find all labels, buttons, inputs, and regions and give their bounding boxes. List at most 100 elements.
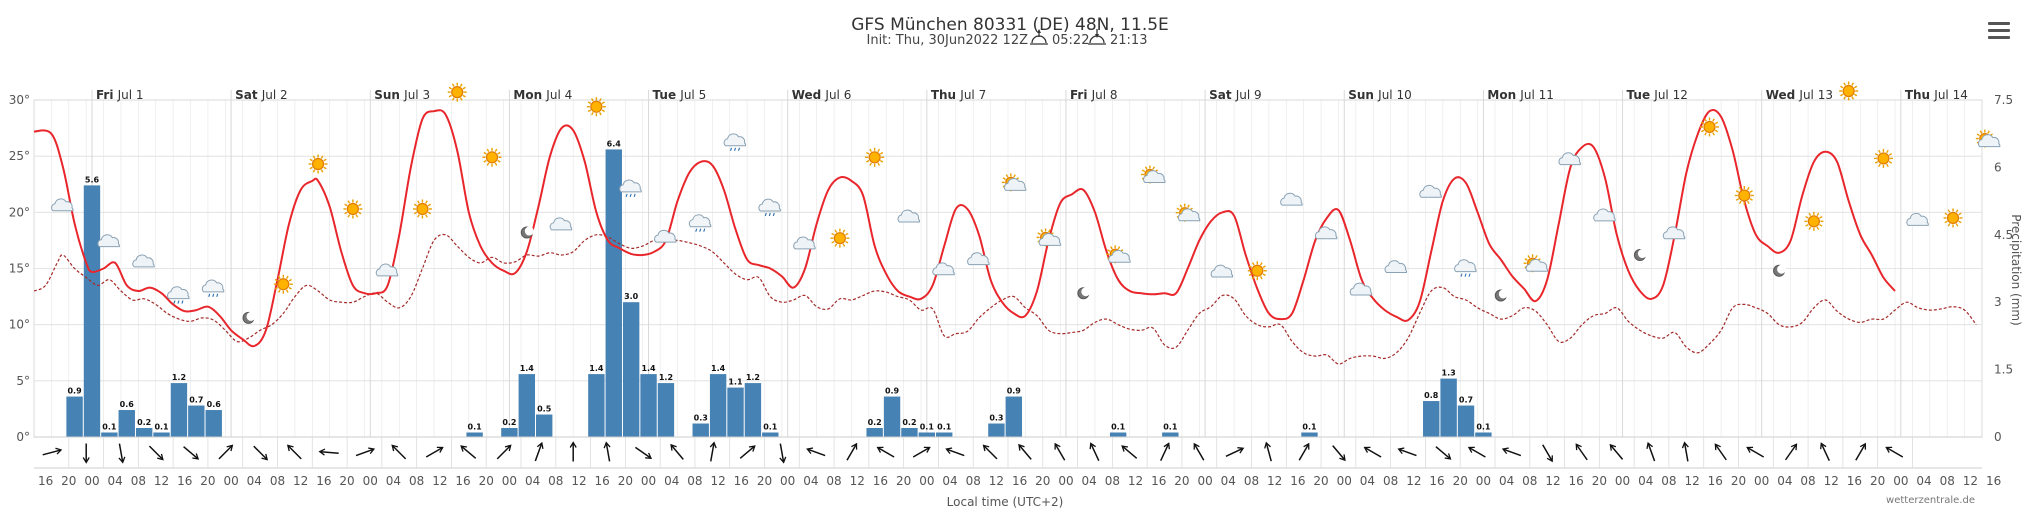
sun-ray [347,200,351,204]
wind-arrow-icon [1225,447,1245,457]
sun-disc [1807,215,1820,228]
rain-drop [208,293,211,298]
day-label: Thu Jul 7 [931,88,986,102]
hour-tick-label: 12 [432,474,447,488]
wind-head [536,441,544,449]
sun-ray [486,148,490,153]
cloud-shape [688,214,712,228]
wind-arrow-icon [1820,442,1830,461]
wind-shaft [1784,444,1797,461]
sun-disc [1703,120,1716,134]
hour-tick-label: 16 [177,474,192,488]
cloud-icon [967,252,990,266]
sun-icon [1943,208,1963,228]
hour-tick-label: 20 [1174,474,1189,488]
wind-shaft [1821,444,1830,461]
cloud-icon [97,234,120,248]
partly-cloudy-icon [1140,165,1166,184]
moon-cut [1777,264,1787,274]
wind-head [1089,442,1096,450]
sun-ray [358,211,362,215]
precip-label: 0.9 [885,387,900,396]
right-tick-label: 3 [1994,295,2002,309]
sun-ray [869,148,873,153]
wind-arrow-icon [670,443,684,460]
wind-row [34,436,1982,469]
wind-arrow-icon [779,443,787,464]
sun-ray [1819,223,1823,227]
rain-cloud-icon [167,286,190,304]
hour-tick-label: 00 [919,474,934,488]
hour-tick-label: 20 [1453,474,1468,488]
menu-icon[interactable] [1988,22,2010,40]
wind-head [748,445,756,452]
day-name: Sat [1209,88,1236,102]
hour-tick-label: 08 [548,474,563,488]
wind-head [1820,442,1827,450]
rain-drop [173,300,176,304]
precip-label: 1.2 [172,373,186,382]
wind-shaft [1298,444,1309,461]
sun-ray [1874,161,1879,164]
wind-shaft [1542,444,1553,461]
wind-head [436,446,444,453]
wind-head [1681,441,1689,449]
precip-label: 0.1 [154,423,169,432]
rain-drop [181,300,184,304]
sun-ray [1144,166,1148,170]
day-name: Sat [235,88,262,102]
wind-head [1790,443,1798,451]
sun-ray [497,151,501,155]
precip-label: 0.6 [120,400,135,409]
hour-tick-label: 16 [1569,474,1584,488]
sun-ray [344,203,348,207]
sun-ray [1749,198,1753,201]
sun-ray [483,151,487,155]
sun-ray [1700,121,1705,125]
cloud-shape [1454,259,1477,273]
sun-ray [1947,209,1951,213]
precip-label: 0.8 [1424,391,1439,400]
precip-bar [727,387,744,437]
hour-tick-label: 04 [1360,474,1375,488]
day-label: Mon Jul 11 [1487,88,1553,102]
sun-ray [1110,246,1113,250]
precip-bar [901,428,918,437]
sun-ray [1805,223,1809,227]
sun-ray [312,169,316,173]
precip-label: 0.1 [1302,423,1317,432]
hour-tick-label: 12 [1128,474,1143,488]
sun-ray [427,211,432,215]
sun-ray [486,162,490,166]
sun-ray [285,275,289,279]
day-date: Jul 8 [1091,88,1118,102]
sun-ray [1851,82,1855,86]
wind-head [82,457,90,464]
sunset-icon [1088,29,1106,45]
precip-bar [535,414,553,437]
cloud-icon [897,209,921,223]
sun-ray [462,94,466,98]
sun-ray [877,162,881,166]
wind-head [1121,445,1129,452]
wind-shaft [534,443,543,462]
day-name: Fri [96,88,118,102]
sun-ray [1704,132,1707,136]
precip-bar [466,432,483,437]
wind-arrow-icon [1885,446,1904,458]
hour-tick-label: 00 [502,474,517,488]
wind-arrow-icon [1298,442,1310,461]
wind-head [1018,443,1025,451]
hour-tick-label: 00 [641,474,656,488]
sun-ray [1107,249,1111,252]
wind-arrow-icon [1681,441,1689,462]
moon-cut [1498,289,1508,299]
precip-label: 1.1 [728,378,743,387]
right-tick-label: 4.5 [1994,228,2013,242]
sun-icon [586,97,606,117]
wind-head [118,456,126,464]
hour-tick-label: 00 [1754,474,1769,488]
right-tick-label: 7.5 [1994,93,2013,107]
sun-ray [320,169,324,173]
wind-arrow-icon [1089,442,1100,461]
